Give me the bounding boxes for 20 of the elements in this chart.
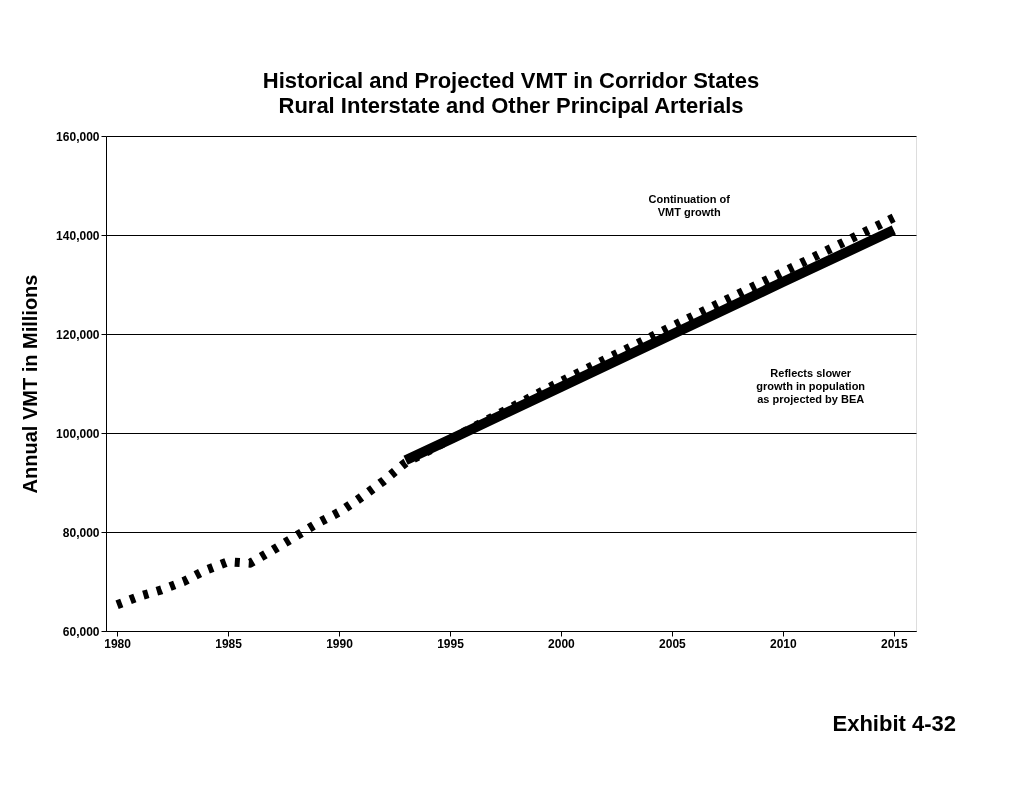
annotation: Continuation of VMT growth [648, 193, 731, 219]
text: Exhibit 4-32 [832, 711, 956, 736]
y-tick-label: 160,000 [56, 129, 100, 144]
x-tick-label: 1995 [437, 636, 465, 651]
x-tick-label: 1980 [104, 636, 132, 651]
y-tick-label: 140,000 [56, 228, 100, 243]
x-tick-label: 2015 [880, 636, 908, 651]
x-tick-label: 1985 [215, 636, 243, 651]
x-tick-label: 2010 [770, 636, 798, 651]
chart-title: Historical and Projected VMT in Corridor States [262, 68, 760, 93]
x-tick-label: 2005 [659, 636, 687, 651]
y-axis-title: Annual VMT in Millions [19, 274, 42, 494]
y-tick-label: 80,000 [62, 525, 100, 540]
y-tick-label: 120,000 [56, 327, 100, 342]
y-tick-label: 100,000 [56, 426, 100, 441]
annotation: Reflects slower growth in population as projected by BEA [756, 366, 866, 405]
x-tick-label: 2000 [548, 636, 576, 651]
y-tick-label: 60,000 [62, 624, 100, 639]
x-tick-label: 1990 [326, 636, 354, 651]
chart-subtitle: Rural Interstate and Other Principal Arterials [278, 93, 744, 118]
